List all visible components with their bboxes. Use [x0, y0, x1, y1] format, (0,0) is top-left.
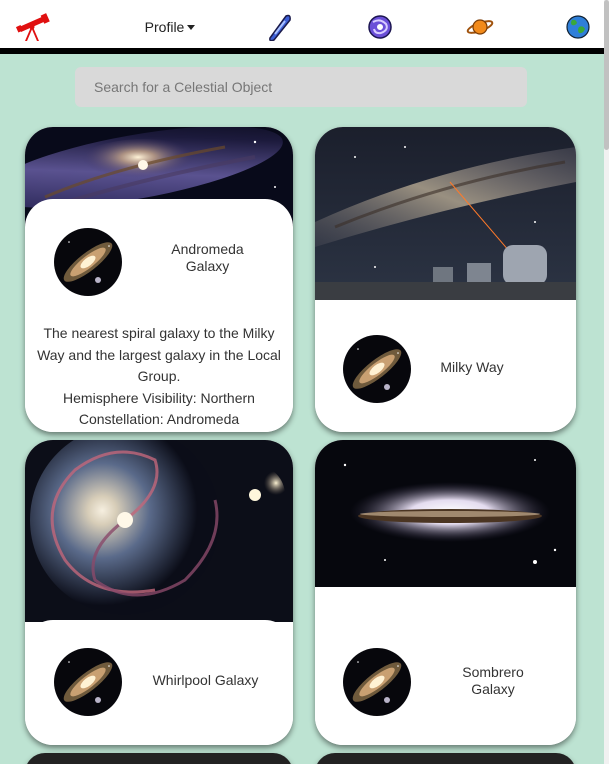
sombrero-image	[315, 440, 576, 587]
profile-label: Profile	[145, 19, 185, 35]
galaxy-icon[interactable]	[366, 12, 394, 42]
card-description: The nearest spiral galaxy to the Milky W…	[31, 323, 287, 431]
milky-way-image	[315, 127, 576, 300]
galaxy-thumbnail	[343, 335, 411, 403]
scrollbar-thumb[interactable]	[604, 0, 609, 150]
galaxy-thumbnail	[343, 648, 411, 716]
card-whirlpool-galaxy[interactable]: Whirlpool Galaxy	[25, 440, 293, 745]
search-input[interactable]	[75, 67, 527, 107]
comet-icon[interactable]	[266, 12, 294, 42]
scrollbar[interactable]	[604, 0, 609, 764]
navbar: Profile	[0, 0, 604, 54]
card-title: Sombrero Galaxy	[445, 664, 541, 698]
hemisphere-text: Hemisphere Visibility: Northern	[31, 388, 287, 410]
description-text: The nearest spiral galaxy to the Milky W…	[31, 323, 287, 388]
card-sombrero-galaxy[interactable]: Sombrero Galaxy	[315, 440, 576, 745]
card-partial[interactable]	[25, 753, 293, 764]
profile-dropdown[interactable]: Profile	[142, 12, 198, 42]
galaxy-thumbnail	[54, 228, 122, 296]
planet-icon[interactable]	[465, 12, 495, 42]
constellation-text: Constellation: Andromeda	[31, 409, 287, 431]
caret-down-icon	[187, 25, 195, 30]
galaxy-thumbnail	[54, 648, 122, 716]
card-milky-way[interactable]: Milky Way	[315, 127, 576, 432]
card-partial[interactable]	[315, 753, 576, 764]
whirlpool-image	[25, 440, 293, 622]
card-title: Andromeda Galaxy	[150, 241, 265, 275]
card-title: Whirlpool Galaxy	[143, 672, 268, 689]
earth-icon[interactable]	[564, 12, 592, 42]
telescope-icon[interactable]	[14, 12, 54, 42]
card-andromeda-galaxy[interactable]: Andromeda Galaxy The nearest spiral gala…	[25, 127, 293, 432]
card-title: Milky Way	[427, 359, 517, 376]
